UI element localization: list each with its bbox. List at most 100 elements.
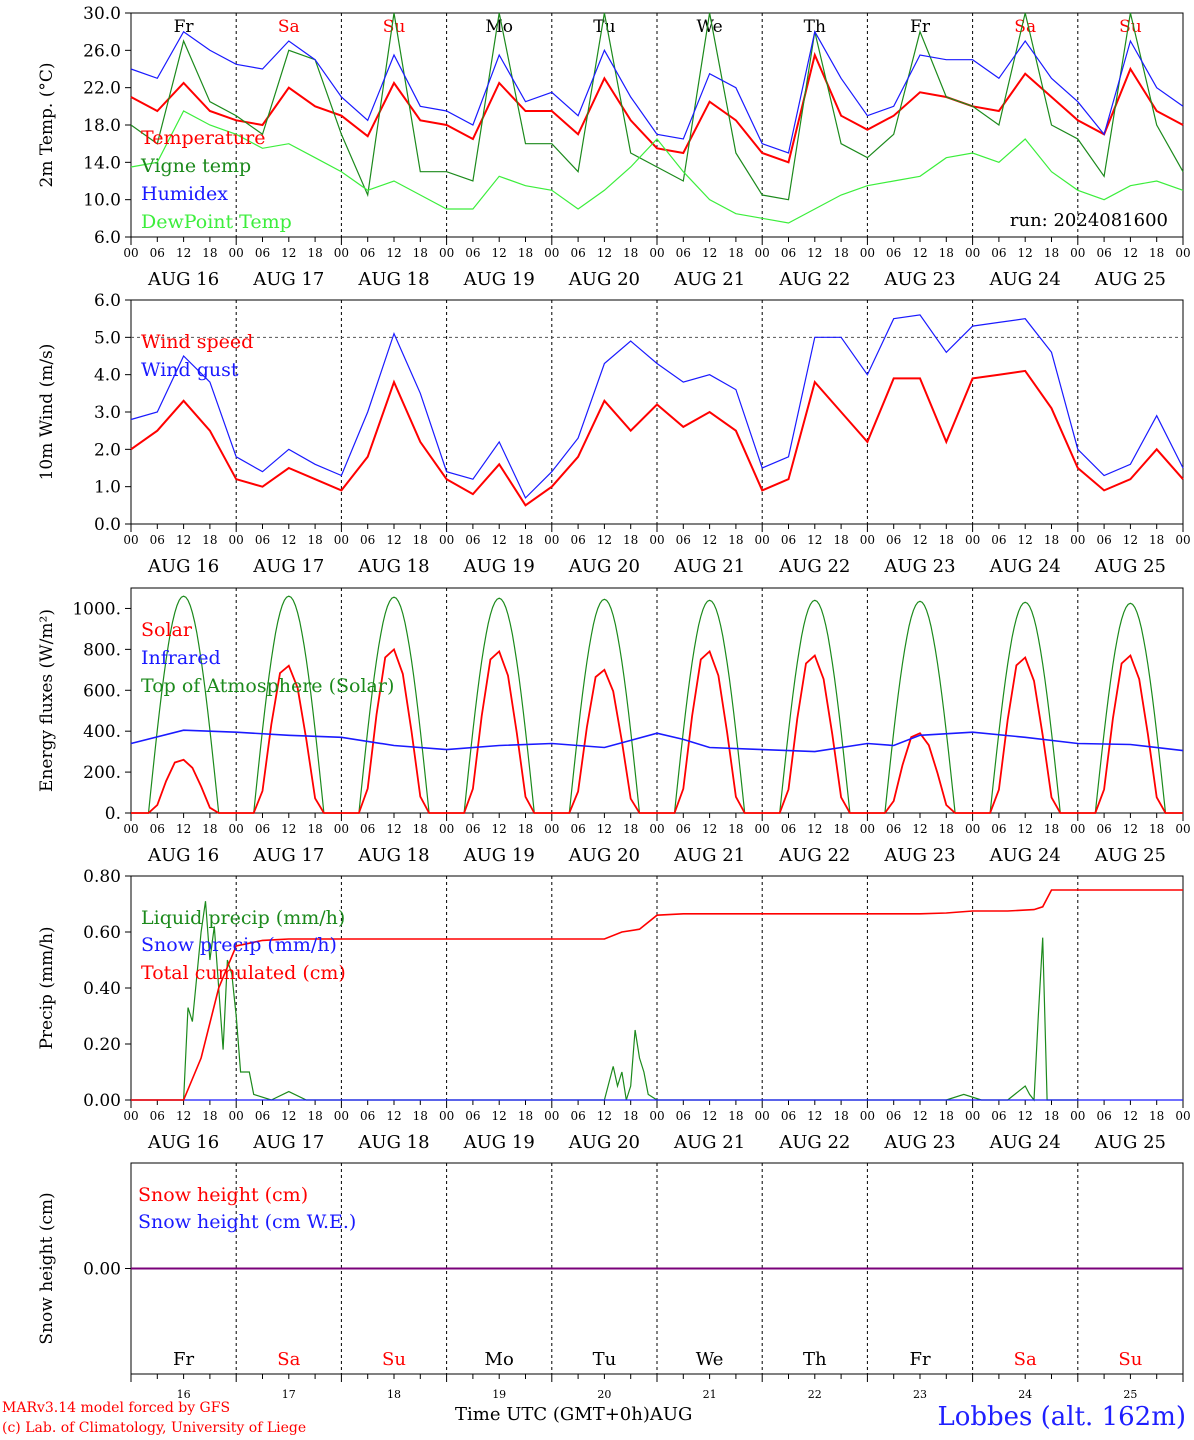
- y-tick-label: 0.00: [83, 1091, 121, 1111]
- hour-tick-label: 06: [360, 246, 375, 260]
- y-axis-label: 2m Temp. (°C): [37, 62, 57, 187]
- y-tick-label: 6.0: [94, 228, 121, 248]
- weekday-label-top: Sa: [1014, 17, 1036, 37]
- hour-tick-label: 06: [465, 246, 480, 260]
- legend-entry: Humidex: [141, 183, 228, 205]
- hour-tick-label: 00: [544, 246, 559, 260]
- hour-tick-label: 06: [676, 246, 691, 260]
- series-wind-speed: [130, 369, 1184, 507]
- weekday-label-top: We: [697, 17, 723, 37]
- hour-tick-label: 12: [386, 1109, 401, 1123]
- series-vigne-temp: [130, 12, 1184, 201]
- hour-tick-label: 00: [439, 246, 454, 260]
- date-label: AUG 16: [147, 556, 219, 577]
- series-solar: [131, 647, 1183, 814]
- y-tick-label: 0.0: [94, 515, 121, 535]
- date-label: AUG 25: [1094, 556, 1166, 577]
- hour-tick-label: 00: [1175, 822, 1190, 836]
- hour-tick-label: 18: [307, 822, 322, 836]
- x-axis-title: Time UTC (GMT+0h)AUG: [455, 1404, 692, 1425]
- hour-tick-label: 12: [912, 1109, 927, 1123]
- hour-tick-label: 12: [492, 533, 507, 547]
- hour-tick-label: 06: [676, 533, 691, 547]
- hour-tick-label: 06: [1096, 822, 1111, 836]
- hour-tick-label: 18: [939, 246, 954, 260]
- hour-tick-label: 18: [1149, 822, 1164, 836]
- hour-tick-label: 06: [886, 246, 901, 260]
- hour-tick-label: 00: [439, 822, 454, 836]
- date-label: AUG 21: [673, 556, 745, 577]
- date-label: AUG 24: [989, 556, 1061, 577]
- hour-tick-label: 06: [991, 1109, 1006, 1123]
- legend-entry: Infrared: [141, 647, 221, 669]
- hour-tick-label: 18: [1149, 246, 1164, 260]
- y-tick-label: 6.0: [94, 291, 121, 311]
- hour-tick-label: 12: [807, 533, 822, 547]
- hour-tick-label: 06: [781, 822, 796, 836]
- y-axis-label: 10m Wind (m/s): [37, 344, 57, 481]
- y-axis-label: Precip (mm/h): [37, 926, 57, 1049]
- hour-tick-label: 06: [150, 533, 165, 547]
- y-tick-label: 600.: [83, 681, 121, 701]
- hour-tick-label: 18: [728, 533, 743, 547]
- series-humidex: [130, 30, 1184, 154]
- date-label: AUG 21: [673, 269, 745, 290]
- y-tick-label: 30.0: [83, 4, 121, 24]
- hour-tick-label: 18: [833, 1109, 848, 1123]
- hour-tick-label: 06: [360, 822, 375, 836]
- date-label: AUG 17: [252, 269, 324, 290]
- hour-tick-label: 00: [229, 822, 244, 836]
- hour-tick-label: 00: [123, 246, 138, 260]
- hour-tick-label: 00: [439, 1109, 454, 1123]
- date-label: AUG 21: [673, 845, 745, 866]
- legend-entry: Wind speed: [141, 331, 253, 353]
- hour-tick-label: 06: [781, 246, 796, 260]
- hour-tick-label: 06: [781, 1109, 796, 1123]
- hour-tick-label: 00: [1070, 533, 1085, 547]
- hour-tick-label: 18: [202, 822, 217, 836]
- hour-tick-label: 06: [1096, 246, 1111, 260]
- date-label: AUG 25: [1094, 1132, 1166, 1153]
- hour-tick-label: 00: [544, 822, 559, 836]
- hour-tick-label: 06: [991, 246, 1006, 260]
- series-total-cumulated-cm-: [131, 889, 1183, 1101]
- weekday-label-top: Su: [383, 17, 406, 37]
- day-number-label: 22: [808, 1388, 822, 1401]
- weekday-label-top: Su: [1119, 17, 1142, 37]
- hour-tick-label: 00: [965, 1109, 980, 1123]
- legend-entry: Vigne temp: [140, 155, 251, 177]
- weekday-label-bottom: Su: [382, 1349, 406, 1370]
- weekday-label-top: Sa: [278, 17, 300, 37]
- hour-tick-label: 12: [597, 1109, 612, 1123]
- hour-tick-label: 06: [255, 533, 270, 547]
- hour-tick-label: 00: [649, 1109, 664, 1123]
- hour-tick-label: 06: [255, 246, 270, 260]
- hour-tick-label: 18: [623, 822, 638, 836]
- hour-tick-label: 00: [860, 246, 875, 260]
- hour-tick-label: 12: [807, 246, 822, 260]
- y-tick-label: 400.: [83, 722, 121, 742]
- hour-tick-label: 18: [728, 246, 743, 260]
- hour-tick-label: 18: [202, 246, 217, 260]
- hour-tick-label: 12: [1018, 533, 1033, 547]
- hour-tick-label: 12: [281, 1109, 296, 1123]
- weekday-label-bottom: Su: [1118, 1349, 1142, 1370]
- station-label: Lobbes (alt. 162m): [937, 1402, 1186, 1432]
- hour-tick-label: 18: [1044, 822, 1059, 836]
- date-label: AUG 20: [568, 556, 640, 577]
- hour-tick-label: 12: [492, 822, 507, 836]
- day-number-label: 19: [492, 1388, 506, 1401]
- hour-tick-label: 18: [1149, 533, 1164, 547]
- hour-tick-label: 18: [939, 1109, 954, 1123]
- date-label: AUG 18: [357, 556, 429, 577]
- y-tick-label: 1.0: [94, 478, 121, 498]
- hour-tick-label: 12: [176, 1109, 191, 1123]
- hour-tick-label: 18: [202, 1109, 217, 1123]
- hour-tick-label: 00: [755, 1109, 770, 1123]
- date-label: AUG 18: [357, 269, 429, 290]
- weekday-label-bottom: Th: [803, 1349, 827, 1370]
- date-label: AUG 22: [778, 269, 850, 290]
- date-label: AUG 23: [883, 845, 955, 866]
- y-axis-label: Snow height (cm): [37, 1192, 57, 1344]
- hour-tick-label: 00: [544, 1109, 559, 1123]
